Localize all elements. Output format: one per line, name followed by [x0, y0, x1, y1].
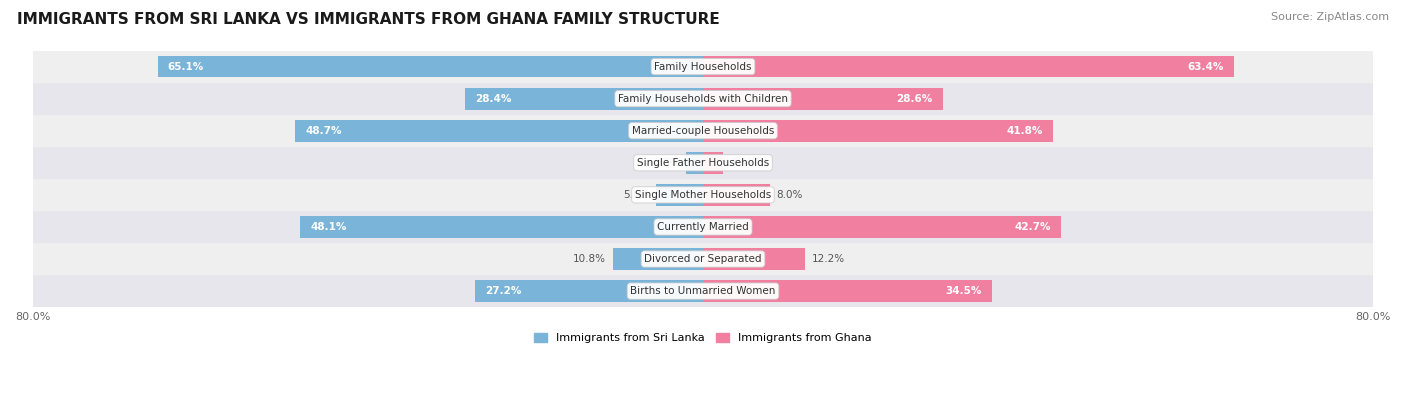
Text: 48.1%: 48.1%	[311, 222, 346, 232]
Bar	[686, 152, 703, 174]
Bar	[32, 147, 1374, 179]
Bar	[703, 216, 1060, 238]
Bar	[295, 120, 703, 142]
Text: 34.5%: 34.5%	[946, 286, 981, 296]
Text: 10.8%: 10.8%	[572, 254, 606, 264]
Bar	[657, 184, 703, 206]
Bar	[32, 243, 1374, 275]
Bar	[32, 83, 1374, 115]
Text: Divorced or Separated: Divorced or Separated	[644, 254, 762, 264]
Bar	[703, 88, 942, 109]
Bar	[703, 248, 806, 270]
Bar	[32, 51, 1374, 83]
Bar	[475, 280, 703, 302]
Text: Family Households with Children: Family Households with Children	[619, 94, 787, 103]
Bar	[32, 275, 1374, 307]
Text: Family Households: Family Households	[654, 62, 752, 71]
Bar	[703, 280, 993, 302]
Bar	[299, 216, 703, 238]
Bar	[613, 248, 703, 270]
Text: 63.4%: 63.4%	[1188, 62, 1225, 71]
Text: IMMIGRANTS FROM SRI LANKA VS IMMIGRANTS FROM GHANA FAMILY STRUCTURE: IMMIGRANTS FROM SRI LANKA VS IMMIGRANTS …	[17, 12, 720, 27]
Text: 28.6%: 28.6%	[897, 94, 932, 103]
Text: 2.0%: 2.0%	[654, 158, 679, 168]
Text: 8.0%: 8.0%	[776, 190, 803, 200]
Bar	[32, 115, 1374, 147]
Text: Births to Unmarried Women: Births to Unmarried Women	[630, 286, 776, 296]
Text: 2.4%: 2.4%	[730, 158, 756, 168]
Text: 42.7%: 42.7%	[1014, 222, 1050, 232]
Bar	[703, 120, 1053, 142]
Text: Single Mother Households: Single Mother Households	[636, 190, 770, 200]
Bar	[703, 152, 723, 174]
Legend: Immigrants from Sri Lanka, Immigrants from Ghana: Immigrants from Sri Lanka, Immigrants fr…	[530, 328, 876, 348]
Text: 48.7%: 48.7%	[305, 126, 342, 136]
Text: Married-couple Households: Married-couple Households	[631, 126, 775, 136]
Bar	[32, 179, 1374, 211]
Bar	[703, 184, 770, 206]
Text: Currently Married: Currently Married	[657, 222, 749, 232]
Text: 65.1%: 65.1%	[167, 62, 204, 71]
Text: 12.2%: 12.2%	[811, 254, 845, 264]
Bar	[703, 56, 1234, 77]
Text: 27.2%: 27.2%	[485, 286, 522, 296]
Text: Single Father Households: Single Father Households	[637, 158, 769, 168]
Text: 5.6%: 5.6%	[623, 190, 650, 200]
Text: Source: ZipAtlas.com: Source: ZipAtlas.com	[1271, 12, 1389, 22]
Bar	[465, 88, 703, 109]
Bar	[32, 211, 1374, 243]
Bar	[157, 56, 703, 77]
Text: 41.8%: 41.8%	[1007, 126, 1043, 136]
Text: 28.4%: 28.4%	[475, 94, 512, 103]
